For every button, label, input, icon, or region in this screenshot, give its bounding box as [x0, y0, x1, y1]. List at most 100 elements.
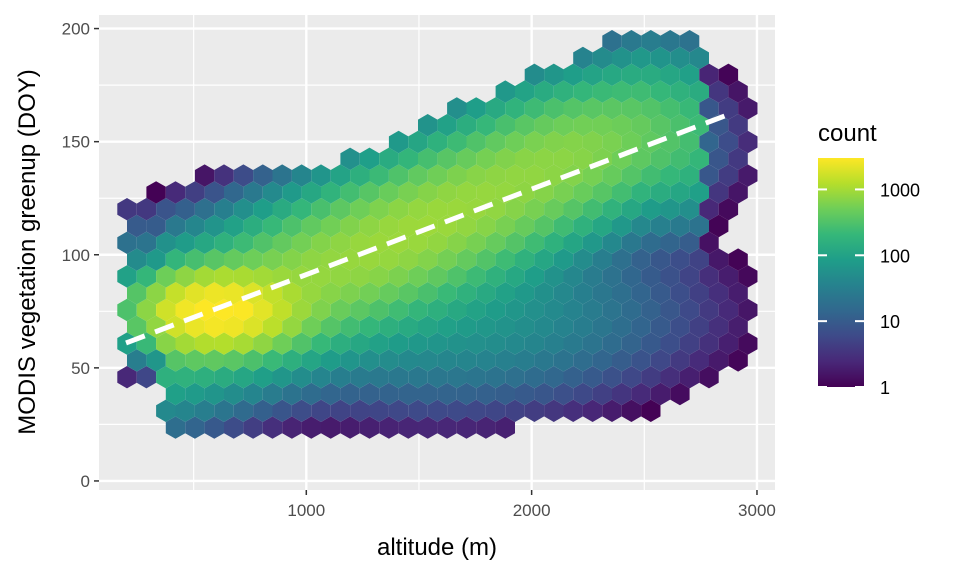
hex-cell — [146, 248, 166, 271]
hex-cell — [544, 130, 564, 154]
hex-cell — [544, 298, 564, 322]
hex-cell — [505, 298, 525, 322]
hex-cell — [602, 63, 622, 86]
hex-cell — [408, 164, 428, 187]
hex-cell — [204, 181, 224, 204]
hex-cell — [408, 198, 428, 221]
hex-cell — [185, 214, 205, 238]
hex-cell — [340, 147, 360, 170]
hex-cell — [602, 97, 622, 120]
hex-cell — [582, 332, 603, 355]
hex-cell — [194, 231, 215, 254]
hex-cell — [582, 63, 603, 86]
hex-cell — [476, 282, 496, 305]
hex-cell — [505, 130, 525, 154]
hex-cell — [631, 282, 651, 305]
hex-cell — [650, 147, 671, 170]
hex-cell — [301, 214, 321, 238]
hex-cell — [679, 366, 700, 389]
y-tick-label: 50 — [71, 359, 90, 378]
hex-cell — [631, 214, 651, 238]
hex-cell — [699, 130, 719, 154]
hex-cell — [447, 399, 467, 422]
hex-cell — [262, 248, 283, 271]
hex-cell — [621, 298, 642, 322]
hex-cell — [291, 298, 312, 322]
hex-cell — [602, 366, 622, 389]
hex-cell — [282, 248, 302, 271]
hex-cell — [612, 349, 632, 372]
hex-cell — [563, 63, 583, 86]
hex-cell — [592, 114, 612, 137]
hex-cell — [262, 416, 283, 439]
hex-cell — [418, 382, 438, 406]
hex-cell — [350, 198, 370, 221]
hex-cell — [233, 231, 254, 254]
hex-cell — [505, 366, 525, 389]
hex-cell — [156, 231, 176, 254]
hex-cell — [476, 382, 496, 406]
hex-cell — [563, 366, 583, 389]
hex-cell — [505, 332, 525, 355]
hex-cell — [398, 416, 418, 439]
y-tick-label: 0 — [81, 472, 90, 491]
hex-cell — [641, 332, 661, 355]
hex-cell — [679, 265, 700, 288]
hex-cell — [330, 399, 351, 422]
hex-cell — [146, 214, 166, 238]
hex-cell — [582, 198, 603, 221]
hex-cell — [194, 265, 215, 288]
hex-cell — [359, 382, 380, 406]
hex-cell — [127, 214, 147, 238]
hex-cell — [631, 147, 651, 170]
hex-cell — [194, 332, 215, 355]
hex-cell — [437, 114, 457, 137]
y-tick-label: 150 — [62, 133, 90, 152]
hex-cell — [631, 181, 651, 204]
hex-cell — [233, 399, 254, 422]
hex-cell — [738, 164, 758, 187]
hex-cell — [505, 399, 525, 422]
hex-cell — [679, 231, 700, 254]
x-tick-label: 2000 — [513, 501, 551, 520]
hex-cell — [156, 399, 176, 422]
hex-cell — [466, 399, 486, 422]
hex-cell — [563, 97, 583, 120]
hex-cell — [631, 248, 651, 271]
hex-cell — [156, 198, 176, 221]
hex-cell — [592, 349, 612, 372]
hex-cell — [321, 349, 341, 372]
hex-cell — [253, 298, 273, 322]
hex-cell — [466, 231, 486, 254]
hex-cell — [466, 130, 486, 154]
hex-cell — [224, 214, 244, 238]
hex-cell — [650, 315, 671, 338]
hex-cell — [689, 114, 709, 137]
hex-cell — [175, 399, 195, 422]
hex-cell — [592, 315, 612, 338]
hex-cell — [524, 298, 545, 322]
hex-cell — [718, 332, 739, 355]
hex-cell — [321, 315, 341, 338]
hex-cell — [175, 198, 195, 221]
hex-cell — [311, 198, 331, 221]
hex-cell — [146, 181, 166, 204]
hex-cell — [621, 63, 642, 86]
hex-cell — [359, 315, 380, 338]
hex-cell — [262, 214, 283, 238]
hex-cell — [165, 315, 186, 338]
hex-cell — [272, 231, 292, 254]
hex-cell — [233, 366, 254, 389]
hex-cell — [175, 366, 195, 389]
hex-cell — [602, 332, 622, 355]
hex-cell — [456, 248, 477, 271]
hex-cell — [117, 366, 137, 389]
hex-cell — [427, 231, 448, 254]
hex-cell — [282, 382, 302, 406]
hex-cell — [660, 265, 680, 288]
hex-cell — [350, 265, 370, 288]
hex-cell — [738, 265, 758, 288]
hex-cell — [631, 46, 651, 70]
hex-cell — [311, 399, 331, 422]
